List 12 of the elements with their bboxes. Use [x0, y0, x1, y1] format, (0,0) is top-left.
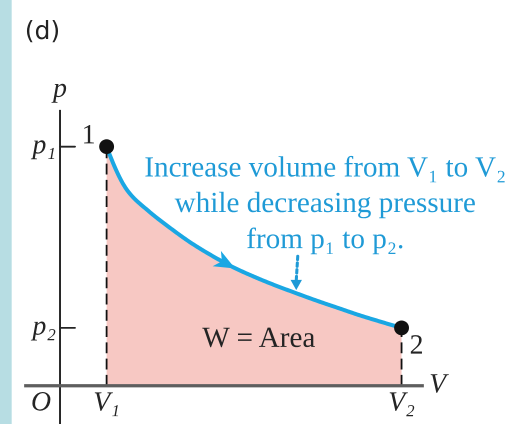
- text: p₂: [30, 321, 56, 340]
- x-axis-title: V: [430, 374, 449, 393]
- chart-title: (d): [26, 20, 58, 42]
- annotation: 1: [84, 125, 94, 144]
- annotation: 2: [410, 335, 422, 354]
- y-axis-title: p: [51, 84, 66, 103]
- text: O: [32, 392, 50, 411]
- annotation: W = Area: [202, 328, 315, 348]
- x-tick-label: V₁: [94, 392, 118, 416]
- text: p₁: [30, 140, 54, 160]
- x-tick-label: V₂: [390, 392, 414, 416]
- annotation: Increase volume from V₁ to V₂ while decreasing pressure from p₁ to p₂.: [145, 156, 505, 254]
